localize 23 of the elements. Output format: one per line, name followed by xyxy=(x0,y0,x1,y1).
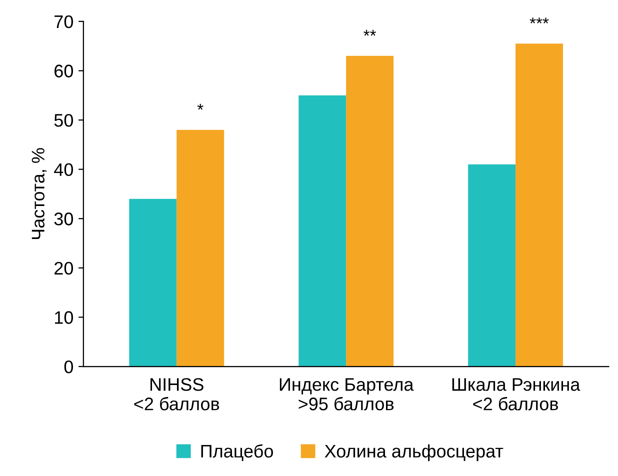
y-tick-label: 20 xyxy=(54,262,74,275)
x-tick-label: Шкала Рэнкина <2 баллов xyxy=(452,378,580,410)
bar xyxy=(346,56,394,367)
x-tick-label: Индекс Бартела >95 баллов xyxy=(280,378,414,410)
bar xyxy=(298,95,346,367)
bar xyxy=(176,130,224,367)
legend-label: Плацебо xyxy=(201,444,273,462)
y-tick-label: 10 xyxy=(55,311,74,324)
y-tick-label: 60 xyxy=(54,64,74,78)
y-tick-label: 0 xyxy=(64,360,73,374)
bar xyxy=(468,164,516,367)
y-tick-label: 30 xyxy=(54,212,74,226)
y-axis-title: Частота, % xyxy=(32,148,47,240)
annotation: ** xyxy=(364,30,376,36)
legend-label: Холина альфосцерат xyxy=(324,444,504,462)
y-tick-label: 50 xyxy=(54,114,74,127)
y-tick-label: 70 xyxy=(54,15,74,28)
annotation: *** xyxy=(530,18,549,24)
annotation: * xyxy=(197,104,204,110)
bar xyxy=(129,198,177,367)
x-tick-label: NIHSS <2 баллов xyxy=(134,378,220,410)
y-tick-label: 40 xyxy=(54,163,74,176)
bar xyxy=(516,44,563,367)
